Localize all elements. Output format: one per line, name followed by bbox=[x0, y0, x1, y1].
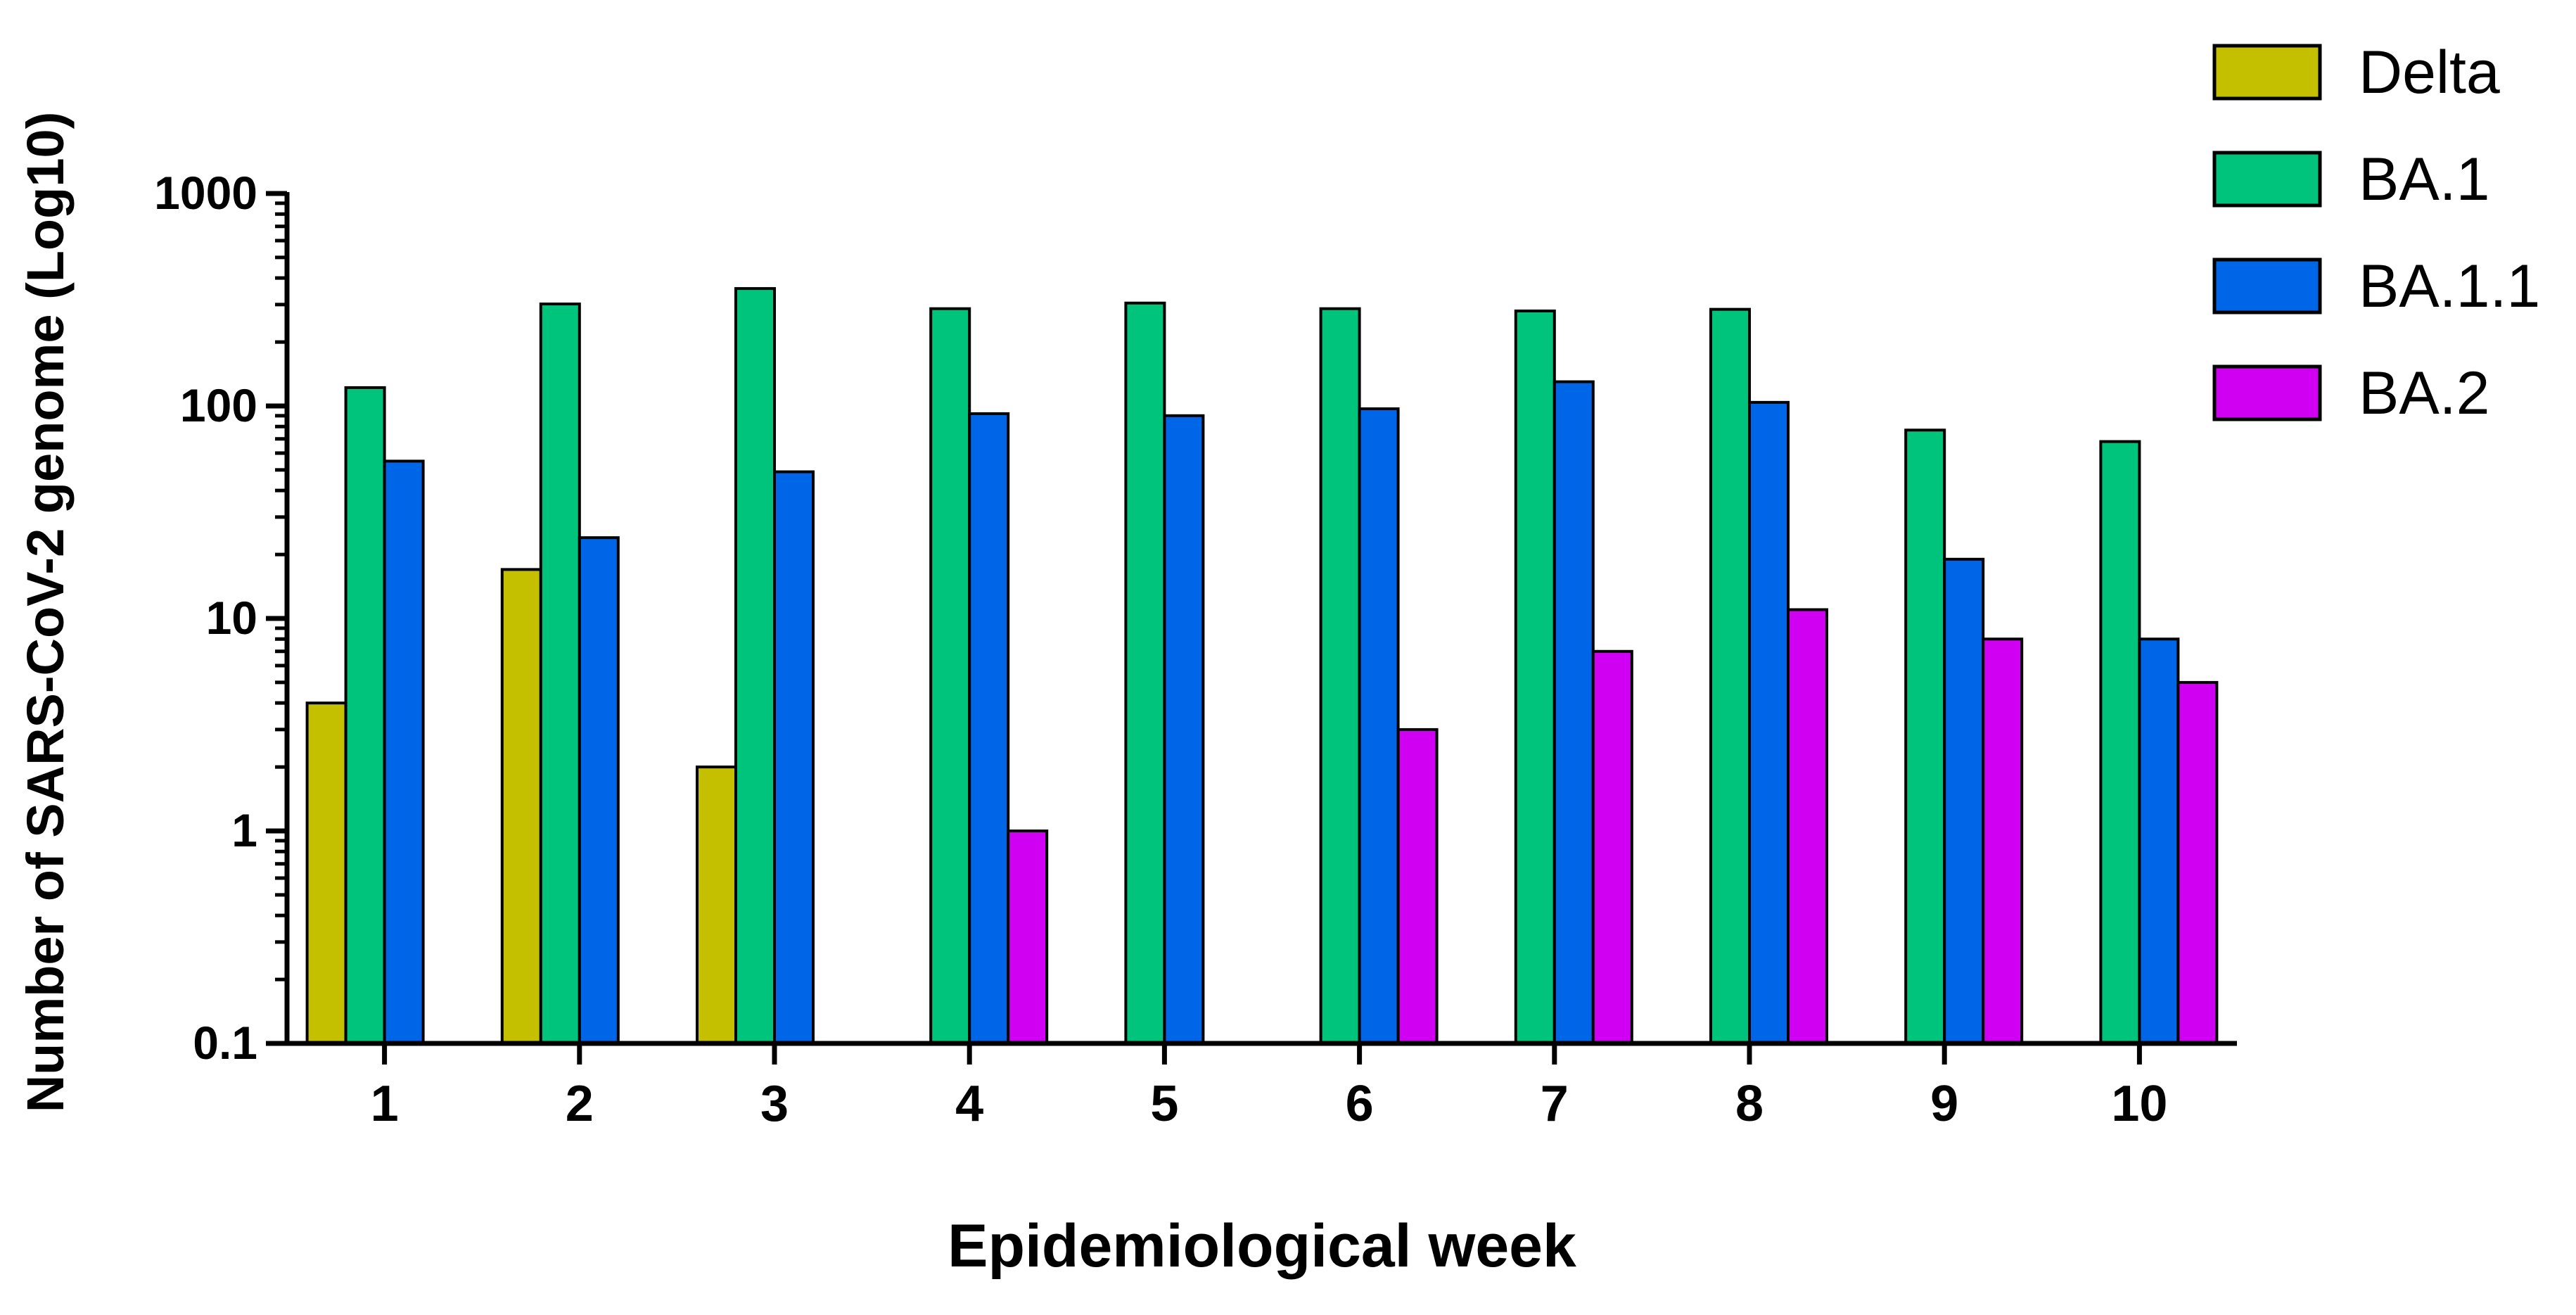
legend: Delta BA.1 BA.1.1 BA.2 bbox=[2212, 39, 2540, 427]
bar-ba-1-1-week-5 bbox=[1163, 414, 1205, 1045]
y-ticks-group: 0.1 1 10 100 1000 bbox=[154, 167, 287, 1069]
plot-area: 0.1 1 10 100 1000 1 2 3 4 5 6 7 8 9 10 bbox=[154, 167, 2237, 1132]
bar-ba-1-week-2 bbox=[539, 303, 581, 1045]
x-tick-label: 5 bbox=[1150, 1076, 1178, 1132]
bar-ba-1-week-3 bbox=[734, 287, 776, 1045]
bar-delta-week-2 bbox=[500, 568, 542, 1045]
bar-ba-1-week-10 bbox=[2099, 440, 2141, 1045]
bar-ba-1-week-6 bbox=[1319, 307, 1361, 1045]
x-tick-label: 3 bbox=[760, 1076, 789, 1132]
x-tick-label: 2 bbox=[566, 1076, 594, 1132]
bar-ba-1-1-week-2 bbox=[578, 536, 620, 1045]
legend-swatch-ba-1-1 bbox=[2212, 258, 2322, 315]
x-ticks-group: 1 2 3 4 5 6 7 8 9 10 bbox=[371, 1043, 2167, 1132]
y-tick-label: 1 bbox=[231, 804, 257, 856]
y-tick-label: 100 bbox=[180, 379, 257, 431]
bar-ba-2-week-10 bbox=[2176, 680, 2219, 1045]
bar-ba-1-1-week-7 bbox=[1552, 380, 1595, 1045]
bar-ba-1-1-week-8 bbox=[1748, 400, 1790, 1045]
bar-ba-1-week-9 bbox=[1904, 428, 1946, 1045]
bar-ba-2-week-8 bbox=[1787, 608, 1828, 1045]
legend-swatch-delta bbox=[2212, 44, 2322, 101]
bar-ba-1-week-4 bbox=[929, 307, 971, 1045]
legend-label: BA.2 bbox=[2359, 360, 2489, 427]
legend-swatch-ba-2 bbox=[2212, 364, 2322, 421]
bar-delta-week-3 bbox=[696, 766, 737, 1046]
x-axis-label: Epidemiological week bbox=[948, 1212, 1576, 1280]
bar-ba-2-week-6 bbox=[1396, 728, 1439, 1046]
y-axis-label: Number of SARS-CoV-2 genome (Log10) bbox=[16, 112, 75, 1113]
x-tick-label: 7 bbox=[1541, 1076, 1569, 1132]
bar-ba-2-week-4 bbox=[1007, 830, 1049, 1045]
legend-label: BA.1.1 bbox=[2359, 253, 2540, 320]
x-tick-label: 1 bbox=[371, 1076, 399, 1132]
bar-delta-week-1 bbox=[305, 701, 347, 1045]
legend-label: BA.1 bbox=[2359, 146, 2489, 213]
bar-ba-1-week-8 bbox=[1709, 307, 1751, 1045]
bar-ba-1-1-week-10 bbox=[2138, 637, 2180, 1045]
x-tick-label: 4 bbox=[955, 1076, 983, 1132]
y-tick-label: 0.1 bbox=[193, 1017, 257, 1069]
legend-swatch-ba-1 bbox=[2212, 151, 2322, 208]
bars-group bbox=[305, 287, 2219, 1046]
legend-label: Delta bbox=[2359, 39, 2500, 106]
y-tick-label: 1000 bbox=[154, 167, 257, 219]
x-tick-label: 8 bbox=[1735, 1076, 1764, 1132]
x-tick-label: 10 bbox=[2111, 1076, 2167, 1132]
y-tick-label: 10 bbox=[206, 592, 257, 644]
bar-ba-2-week-9 bbox=[1982, 637, 2024, 1045]
x-tick-label: 6 bbox=[1346, 1076, 1374, 1132]
bar-ba-1-week-1 bbox=[344, 386, 386, 1045]
bar-ba-1-week-7 bbox=[1514, 309, 1556, 1046]
bar-ba-1-1-week-6 bbox=[1358, 407, 1400, 1045]
bar-ba-1-week-5 bbox=[1124, 301, 1166, 1045]
bar-ba-1-1-week-9 bbox=[1943, 557, 1985, 1045]
bar-ba-1-1-week-1 bbox=[383, 459, 425, 1045]
x-tick-label: 9 bbox=[1930, 1076, 1958, 1132]
bar-ba-2-week-7 bbox=[1591, 649, 1633, 1045]
bar-ba-1-1-week-3 bbox=[773, 470, 815, 1045]
bar-ba-1-1-week-4 bbox=[968, 412, 1010, 1045]
